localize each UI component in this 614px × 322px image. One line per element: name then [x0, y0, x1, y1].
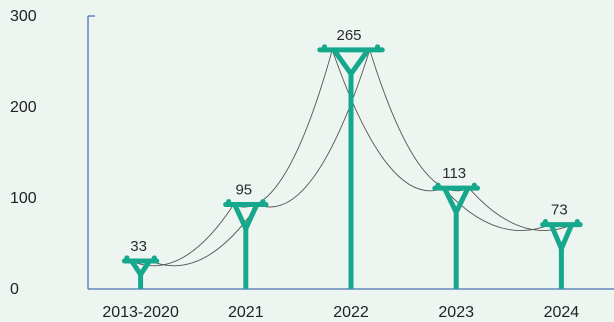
wire-line [468, 187, 573, 231]
y-tick-labels: 0 100 200 300 [10, 8, 37, 298]
pylon-insulator [435, 182, 441, 188]
pylon-insulator [471, 182, 477, 188]
x-tick-label: 2013-2020 [102, 304, 179, 321]
pylons [121, 44, 583, 289]
bar-pylon [223, 198, 269, 289]
wire-line [331, 49, 444, 192]
pylon-insulator [542, 218, 549, 225]
data-label: 33 [130, 238, 147, 255]
x-tick-label: 2024 [544, 304, 580, 321]
data-label: 113 [442, 165, 466, 182]
bar-pylon [121, 255, 160, 289]
pylon-insulator [226, 198, 232, 205]
pylon-insulator [574, 218, 580, 225]
wire-line [150, 204, 259, 267]
y-tick-label: 200 [10, 99, 37, 116]
x-tick-label: 2022 [333, 304, 369, 321]
x-tick-labels: 2013-2020 2021 2022 2023 2024 [102, 304, 579, 321]
data-label: 95 [235, 182, 252, 199]
pylon-brace [232, 203, 260, 232]
data-label: 265 [336, 27, 361, 44]
wire-line [257, 49, 371, 208]
pylon-insulator [321, 44, 328, 50]
y-tick-label: 100 [10, 190, 37, 207]
x-tick-label: 2021 [228, 304, 264, 321]
wire-line [443, 187, 551, 231]
wire-line [369, 49, 470, 192]
pylon-insulator [260, 198, 266, 205]
bar-pylon [317, 44, 385, 289]
bar-pylon [432, 182, 481, 289]
wire-line [130, 204, 235, 267]
data-labels: 33 95 265 113 73 [130, 27, 567, 255]
pylon-insulator [151, 255, 157, 261]
x-tick-label: 2023 [438, 304, 474, 321]
y-tick-label: 0 [10, 281, 19, 298]
pylon-insulator [124, 255, 130, 261]
pylon-insulator [374, 44, 381, 50]
y-tick-label: 300 [10, 8, 37, 25]
data-label: 73 [551, 202, 568, 219]
bar-pylon [540, 218, 583, 289]
